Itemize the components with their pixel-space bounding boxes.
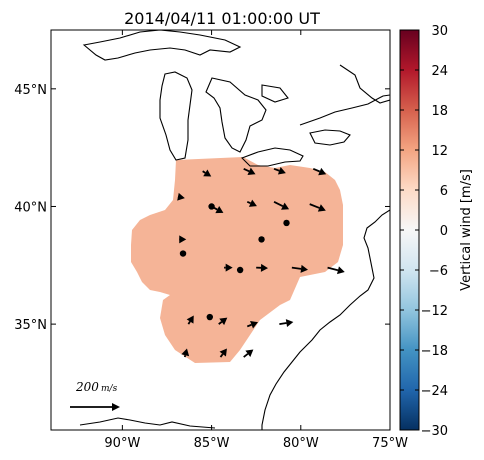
wind-vector [273,200,290,210]
wind-vector [246,199,257,207]
colorbar-tick-label: −18 [421,344,448,359]
wind-vector-head [277,166,286,175]
wind-vector [327,266,345,275]
x-tick-label: 85°W [194,436,230,451]
wind-vector-head [300,264,308,273]
wind-vector-head [177,192,185,201]
colorbar-tick-label: −12 [421,304,448,319]
wind-vector-head [250,321,259,329]
wind-vector [181,348,190,358]
wind-vector [243,349,254,358]
station-marker [236,266,244,274]
wind-vectors [177,166,345,358]
reference-vector-magnitude: 200 [75,380,99,394]
wind-vector-head [318,167,327,176]
wind-vector [256,263,269,272]
wind-vector-shaft [273,167,280,172]
colorbar-tick-label: −30 [421,424,448,439]
wind-vector-head [248,199,257,207]
colorbar-tick-label: 12 [431,144,448,159]
wind-vector-head [219,317,228,326]
wind-vector-shaft [291,266,302,270]
wind-vector-head [225,263,233,272]
wind-vector [273,166,286,175]
wind-vector [312,167,327,176]
x-axis: 90°W 85°W 80°W 75°W [104,30,408,451]
station-marker [208,203,215,210]
y-tick-label: 40°N [14,200,47,215]
wind-vector-shaft [327,266,339,272]
wind-vector [291,264,308,273]
colorbar-tick-label: 24 [431,64,448,79]
wind-vector [218,317,228,326]
coastlines [79,30,390,430]
wind-vector [202,169,212,177]
y-axis: 35°N 40°N 45°N [14,83,390,333]
wind-vector [243,167,256,175]
wind-vector-shaft [243,353,249,358]
wind-vector [177,192,185,201]
colorbar-label: Vertical wind [m/s] [459,169,474,291]
colorbar-ticks: 30 24 18 12 6 0 −6 −12 −18 −24 −30 [400,24,448,439]
plot-frame [50,29,391,431]
wind-vector-shaft [279,322,287,326]
colorbar-tick-label: 18 [431,104,448,119]
reference-vector-units: m/s [101,384,118,394]
wind-vector [224,263,233,272]
station-marker [283,219,290,227]
wind-vector-head [317,204,326,212]
wind-vector-head [336,266,345,275]
wind-vector [179,235,187,244]
wind-vector [246,321,259,329]
wind-vector-head [245,349,254,357]
wind-vector-shaft [219,353,224,358]
wind-vector-shaft [218,321,223,325]
wind-vector-head [186,315,194,324]
stations [179,203,290,321]
station-marker [179,250,187,257]
wind-vector-head [219,348,227,357]
wind-vector-shaft [312,167,321,173]
wind-vector-shaft [273,200,284,207]
reference-vector: 200 m/s [70,380,120,411]
x-tick-label: 80°W [283,436,319,451]
wind-field-region [131,157,343,363]
colorbar-tick-label: 30 [431,24,448,39]
colorbar-tick-label: −24 [421,384,448,399]
wind-vector [219,348,227,358]
wind-vector-head [247,167,256,175]
wind-vector-shaft [187,320,191,325]
colorbar-tick-label: 0 [440,224,448,239]
wind-vector-head [179,235,187,244]
station-marker [206,313,213,321]
wind-vector-shaft [246,200,251,205]
wind-vector-shaft [246,323,252,328]
wind-vector-head [215,206,224,214]
wind-vector-shaft [243,168,250,173]
wind-vector-shaft [202,170,206,174]
wind-vector-head [260,263,269,272]
chart-title: 2014/04/11 01:00:00 UT [124,9,320,28]
wind-vector-shaft [309,203,320,209]
wind-vector [309,203,326,212]
wind-vector-head [203,169,212,177]
wind-vector-head [181,348,190,357]
wind-vector-head [281,202,290,210]
y-tick-label: 45°N [14,83,47,98]
wind-vector [186,315,194,325]
colorbar-tick-label: 6 [440,184,448,199]
wind-vector-head [285,319,294,327]
wind-vector [279,319,294,327]
reference-arrowhead [112,403,120,411]
x-tick-label: 75°W [372,436,408,451]
colorbar-tick-label: −6 [429,264,448,279]
station-marker [258,236,265,243]
y-tick-label: 35°N [14,318,47,333]
x-tick-label: 90°W [104,436,140,451]
